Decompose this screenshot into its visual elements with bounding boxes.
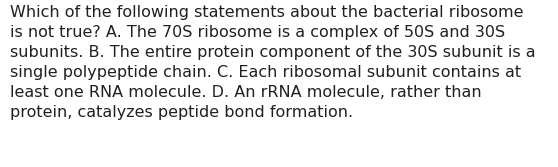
Text: Which of the following statements about the bacterial ribosome
is not true? A. T: Which of the following statements about … (10, 5, 536, 120)
